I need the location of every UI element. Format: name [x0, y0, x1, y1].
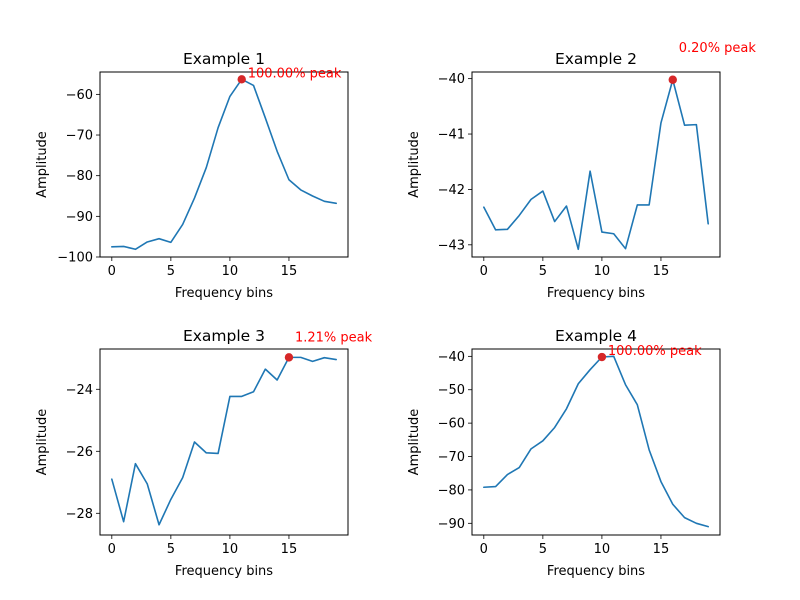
y-tick-label: −43	[438, 238, 465, 253]
x-axis-label: Frequency bins	[547, 564, 645, 579]
chart-title: Example 1	[183, 50, 265, 68]
y-tick-label: −100	[57, 251, 93, 266]
chart-title: Example 4	[555, 327, 637, 345]
peak-annotation: 1.21% peak	[295, 330, 373, 345]
axes-frame	[99, 71, 349, 258]
y-tick-label: −60	[438, 417, 465, 432]
x-axis-label: Frequency bins	[547, 286, 645, 301]
y-tick-label: −70	[66, 129, 93, 144]
x-tick-label: 0	[480, 542, 488, 557]
x-tick-label: 5	[539, 264, 547, 279]
x-tick-label: 0	[108, 542, 116, 557]
subplot-3: 0 5 10 15 −28 −26 −24 Frequency bins Amplitude Ex…	[35, 327, 373, 579]
series-line	[111, 356, 337, 526]
x-tick-label: 15	[653, 264, 670, 279]
x-tick-label: 0	[480, 264, 488, 279]
peak-annotation: 0.20% peak	[679, 41, 757, 56]
x-axis-label: Frequency bins	[175, 564, 273, 579]
peak-marker	[597, 352, 607, 362]
subplot-2: 0 5 10 15 −43 −42 −41 −40 Frequency bins Amplitud…	[407, 41, 756, 301]
y-axis-label: Amplitude	[35, 409, 50, 476]
y-tick-label: −50	[438, 383, 465, 398]
y-axis-label: Amplitude	[35, 131, 50, 198]
y-tick-label: −41	[438, 128, 465, 143]
y-tick-label: −80	[438, 483, 465, 498]
series-line	[111, 78, 337, 251]
y-tick-label: −40	[438, 72, 465, 87]
y-tick-label: −90	[438, 517, 465, 532]
y-tick-label: −40	[438, 350, 465, 365]
subplot-1: 0 5 10 15 −100 −90 −80 −70 −60 Frequency bins Ampl…	[35, 50, 349, 301]
y-tick-label: −42	[438, 183, 465, 198]
x-tick-label: 5	[167, 264, 175, 279]
y-tick-label: −28	[66, 507, 93, 522]
x-tick-label: 5	[539, 542, 547, 557]
x-tick-label: 0	[108, 264, 116, 279]
peak-annotation: 100.00% peak	[608, 344, 702, 359]
peak-marker	[237, 75, 246, 84]
y-tick-label: −24	[66, 383, 93, 398]
axes-frame	[471, 348, 721, 536]
axes-frame	[471, 71, 721, 258]
chart-title: Example 3	[183, 327, 265, 345]
subplot-4: 0 5 10 15 −90 −80 −70 −60 −50 −40 Frequency bins Am…	[407, 327, 721, 579]
y-tick-label: −60	[66, 88, 93, 103]
x-tick-label: 15	[653, 542, 670, 557]
y-axis-label: Amplitude	[407, 409, 422, 476]
x-tick-label: 15	[281, 542, 298, 557]
y-tick-label: −80	[66, 169, 93, 184]
x-tick-label: 15	[281, 264, 298, 279]
peak-marker	[668, 75, 677, 84]
x-tick-label: 10	[222, 264, 239, 279]
peak-marker	[284, 353, 294, 362]
y-tick-label: −70	[438, 450, 465, 465]
x-tick-label: 10	[594, 542, 611, 557]
peak-annotation: 100.00% peak	[248, 66, 342, 81]
y-tick-label: −26	[66, 445, 93, 460]
series-line	[483, 78, 709, 251]
x-tick-label: 10	[594, 264, 611, 279]
axes-frame	[99, 348, 349, 536]
y-axis-label: Amplitude	[407, 131, 422, 198]
x-tick-label: 5	[167, 542, 175, 557]
x-axis-label: Frequency bins	[175, 286, 273, 301]
x-tick-label: 10	[222, 542, 239, 557]
y-tick-label: −90	[66, 210, 93, 225]
series-line	[483, 355, 709, 528]
chart-title: Example 2	[555, 50, 637, 68]
